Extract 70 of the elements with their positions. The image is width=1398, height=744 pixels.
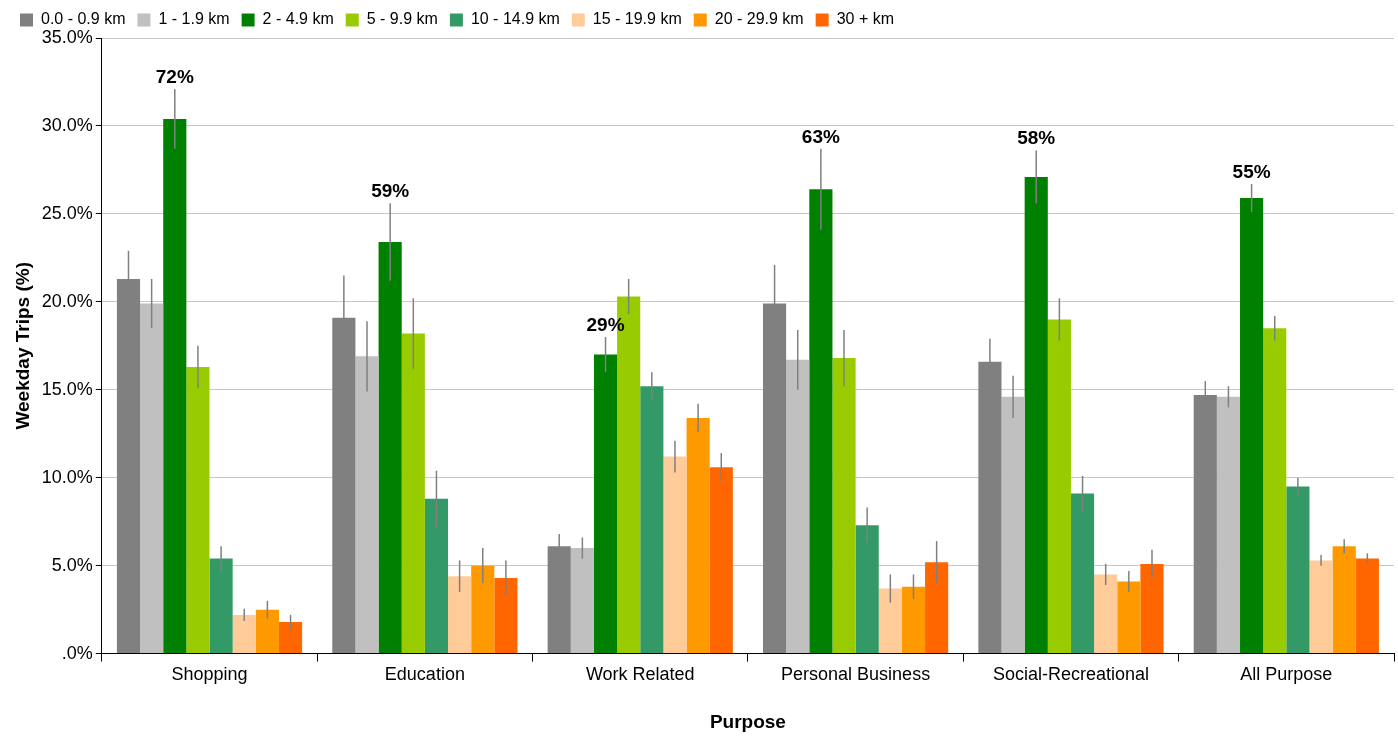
y-tick-label: .0% bbox=[61, 642, 93, 663]
legend-label: 2 - 4.9 km bbox=[262, 10, 334, 28]
bar bbox=[448, 576, 472, 654]
bar bbox=[1286, 486, 1310, 654]
x-axis-title: Purpose bbox=[709, 710, 786, 732]
y-tick-label: 25.0% bbox=[41, 202, 93, 223]
x-tick-label: Personal Business bbox=[781, 664, 931, 685]
y-tick-label: 20.0% bbox=[41, 290, 93, 311]
bar bbox=[925, 562, 949, 654]
bar bbox=[1001, 396, 1025, 654]
y-tick-label: 15.0% bbox=[41, 378, 93, 399]
annotation: 63% bbox=[801, 125, 840, 147]
bar bbox=[1024, 176, 1048, 654]
y-tick-label: 5.0% bbox=[51, 554, 93, 575]
bar bbox=[494, 577, 518, 654]
bar bbox=[1309, 560, 1333, 654]
bar bbox=[255, 609, 279, 654]
bar bbox=[355, 356, 379, 654]
x-tick-label: Social-Recreational bbox=[992, 664, 1149, 685]
y-tick-label: 30.0% bbox=[41, 114, 93, 135]
bar bbox=[1047, 319, 1071, 654]
y-tick-label: 35.0% bbox=[41, 26, 93, 47]
bar bbox=[570, 548, 594, 654]
annotation: 55% bbox=[1232, 160, 1271, 182]
bar bbox=[640, 386, 664, 654]
x-tick-label: Shopping bbox=[171, 664, 248, 685]
bar bbox=[232, 614, 256, 654]
annotation: 59% bbox=[371, 180, 410, 202]
y-axis-title: Weekday Trips (%) bbox=[11, 262, 33, 430]
bar bbox=[424, 498, 449, 654]
y-tick-label: 10.0% bbox=[41, 466, 93, 487]
legend-label: 20 - 29.9 km bbox=[714, 10, 804, 28]
bar bbox=[401, 333, 425, 654]
bar bbox=[209, 558, 233, 654]
bar bbox=[901, 586, 926, 654]
bar bbox=[663, 456, 687, 654]
bar bbox=[278, 621, 303, 654]
bar bbox=[855, 525, 879, 654]
bar bbox=[1240, 198, 1264, 654]
bar bbox=[686, 417, 710, 654]
bar bbox=[1094, 574, 1118, 654]
bar bbox=[1263, 328, 1287, 654]
legend-label: 15 - 19.9 km bbox=[592, 10, 682, 28]
bar bbox=[186, 366, 210, 654]
bar bbox=[140, 303, 164, 654]
bar bbox=[1117, 581, 1141, 654]
x-tick-label: All Purpose bbox=[1240, 664, 1333, 685]
bar bbox=[471, 565, 495, 654]
legend-label: 1 - 1.9 km bbox=[158, 10, 230, 28]
legend-label: 30 + km bbox=[836, 10, 895, 28]
bar bbox=[786, 359, 810, 654]
bar bbox=[1140, 563, 1164, 654]
bar bbox=[1216, 396, 1241, 654]
x-tick-label: Work Related bbox=[585, 664, 695, 685]
bar bbox=[709, 467, 733, 654]
legend-label: 10 - 14.9 km bbox=[470, 10, 560, 28]
bar bbox=[593, 354, 618, 654]
bar bbox=[1355, 558, 1379, 654]
annotation: 72% bbox=[155, 65, 194, 87]
bar bbox=[1070, 493, 1095, 654]
bar bbox=[878, 588, 902, 654]
x-tick-label: Education bbox=[384, 664, 465, 685]
bar bbox=[378, 242, 402, 654]
bar bbox=[809, 189, 833, 654]
annotation: 58% bbox=[1017, 127, 1056, 149]
bar bbox=[1332, 546, 1356, 654]
bar bbox=[832, 358, 856, 654]
legend-label: 5 - 9.9 km bbox=[366, 10, 438, 28]
bar bbox=[163, 118, 187, 654]
legend-label: 0.0 - 0.9 km bbox=[41, 10, 126, 28]
